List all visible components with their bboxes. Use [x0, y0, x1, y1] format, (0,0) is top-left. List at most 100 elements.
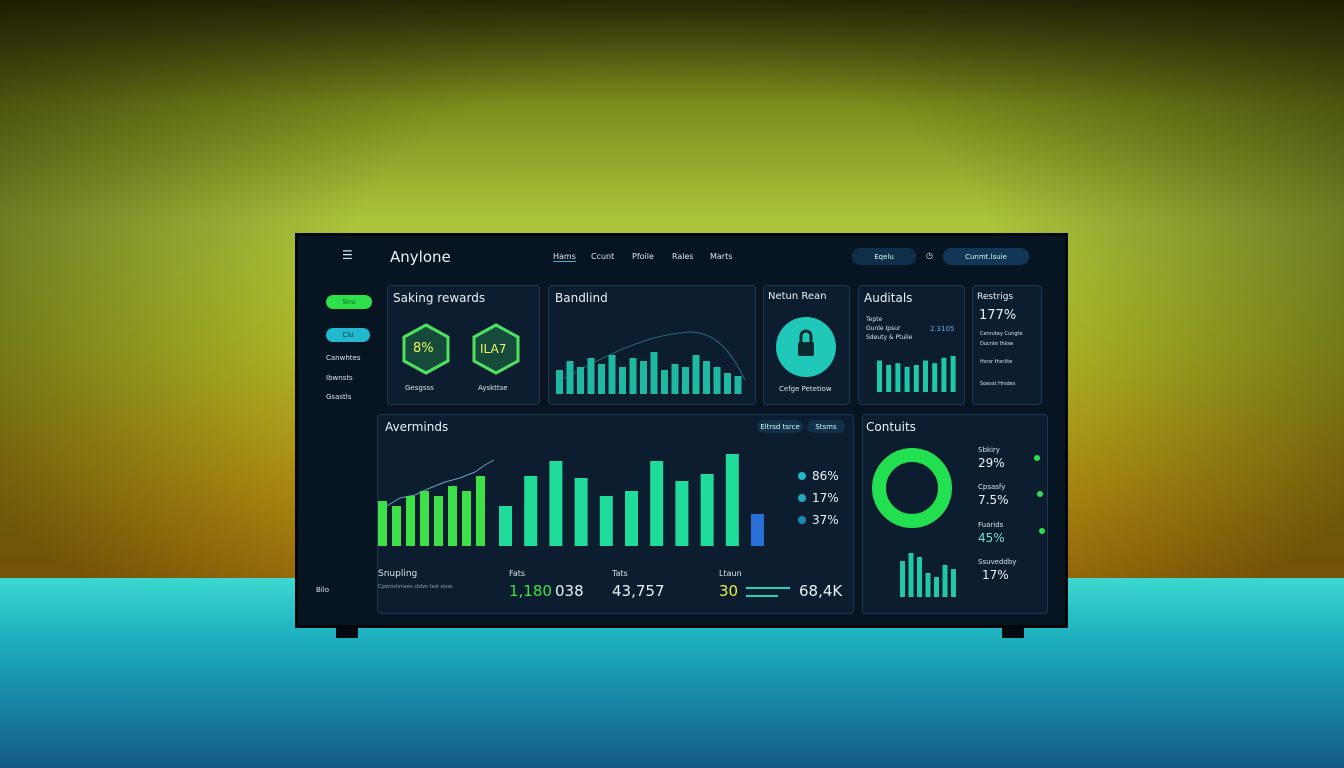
- bar: [420, 491, 429, 546]
- side-button[interactable]: Snu: [326, 295, 372, 309]
- side-item[interactable]: Canwhtes: [326, 354, 361, 362]
- item-label: Ssuveddby: [978, 558, 1017, 566]
- text: Hsrsr thsrlite: [980, 359, 1013, 365]
- text: Sdeuty & Ptulie: [866, 334, 913, 341]
- stat-label: Tats: [612, 569, 628, 578]
- bar: [671, 364, 679, 394]
- dot: [1037, 491, 1043, 497]
- panel-title: Averminds: [385, 420, 449, 434]
- bar: [934, 577, 939, 597]
- stat-label: Ltaun: [719, 569, 742, 578]
- side-item[interactable]: Ibwnsts: [326, 374, 353, 382]
- bar: [650, 352, 658, 394]
- bar: [700, 474, 714, 546]
- panel: [972, 285, 1042, 405]
- menu-icon[interactable]: ☰: [342, 248, 353, 262]
- badge-label: Ayskttse: [478, 384, 508, 392]
- bar: [932, 363, 938, 392]
- lock: [799, 329, 813, 342]
- panel-title: Netun Rean: [768, 291, 827, 302]
- item-label: Sbkiry: [978, 446, 1000, 454]
- bar: [703, 361, 710, 394]
- bar: [566, 361, 574, 394]
- stat-label: Fats: [509, 569, 526, 578]
- bar: [682, 367, 689, 394]
- caption: Cefge Petetiow: [779, 385, 832, 393]
- lock: [798, 342, 814, 356]
- bar: [908, 553, 914, 597]
- panel-title: Auditals: [864, 291, 913, 305]
- legend-dot: [798, 516, 806, 524]
- nav-link[interactable]: Rales: [672, 252, 694, 261]
- bar: [587, 358, 595, 394]
- brand: Anylone: [390, 248, 451, 266]
- pill[interactable]: Eqelu: [852, 248, 916, 265]
- bar: [886, 365, 892, 392]
- bar: [913, 365, 919, 392]
- bar: [640, 361, 647, 394]
- item-value: 7.5%: [978, 493, 1009, 507]
- legend-value: 37%: [812, 513, 839, 527]
- badge: [472, 323, 520, 375]
- bar: [619, 367, 626, 394]
- text: Gunle Ipsur: [866, 325, 901, 332]
- nav-link[interactable]: Ccunt: [591, 252, 615, 261]
- bar: [434, 496, 443, 546]
- item-label: Cpsasfy: [978, 483, 1006, 491]
- stat-value: 038: [555, 582, 584, 600]
- bar: [904, 366, 910, 392]
- bar: [661, 370, 668, 394]
- bar: [476, 476, 485, 546]
- bar: [392, 506, 401, 546]
- item-value: 17%: [982, 568, 1009, 582]
- account[interactable]: Cunmt.lsuie: [943, 248, 1029, 265]
- nav-link[interactable]: Marts: [710, 252, 733, 261]
- bar: [725, 454, 739, 546]
- badge-value: ILA7: [480, 342, 507, 356]
- bar: [692, 355, 700, 394]
- nav-link[interactable]: Pfoile: [632, 252, 654, 261]
- button[interactable]: Eltrsd tsrce: [757, 420, 803, 433]
- bar: [917, 557, 922, 597]
- side-footer: Bilo: [316, 586, 329, 594]
- value: 177%: [979, 308, 1017, 323]
- item-value: 29%: [978, 456, 1005, 470]
- bar: [499, 506, 512, 546]
- legend-dot: [798, 494, 806, 502]
- stat-value: 30: [719, 582, 739, 600]
- panel-title: Contuits: [866, 420, 916, 434]
- bar: [629, 358, 637, 394]
- dot: [1039, 528, 1045, 534]
- bar: [378, 501, 387, 546]
- nav-link[interactable]: Hams: [553, 252, 576, 262]
- stat-label: Snupling: [378, 569, 418, 579]
- stat-value: 68,4K: [799, 582, 843, 600]
- bar: [925, 573, 931, 597]
- bar: [724, 373, 731, 394]
- text: Tepte: [866, 316, 883, 323]
- dot: [1034, 455, 1040, 461]
- panel-title: Saking rewards: [393, 291, 486, 305]
- stat-value: 1,180: [509, 582, 552, 600]
- bar: [406, 496, 415, 546]
- icon[interactable]: ◷: [926, 251, 933, 260]
- legend-value: 17%: [812, 491, 839, 505]
- panel: [858, 285, 965, 405]
- badge: [402, 323, 450, 375]
- stand: [336, 626, 358, 638]
- bar: [577, 367, 584, 394]
- bar: [599, 496, 613, 546]
- bar: [574, 478, 588, 546]
- bar: [556, 370, 563, 394]
- bar: [598, 364, 605, 394]
- bar: [877, 360, 882, 392]
- bar: [950, 356, 956, 392]
- side-button[interactable]: Clu: [326, 328, 370, 342]
- bar: [951, 569, 956, 597]
- bar: [900, 561, 905, 597]
- panel-title: Restrigs: [977, 292, 1014, 302]
- button[interactable]: Stsms: [807, 420, 845, 433]
- bar: [941, 357, 947, 392]
- bar: [713, 367, 721, 394]
- side-item[interactable]: Gsastls: [326, 393, 352, 401]
